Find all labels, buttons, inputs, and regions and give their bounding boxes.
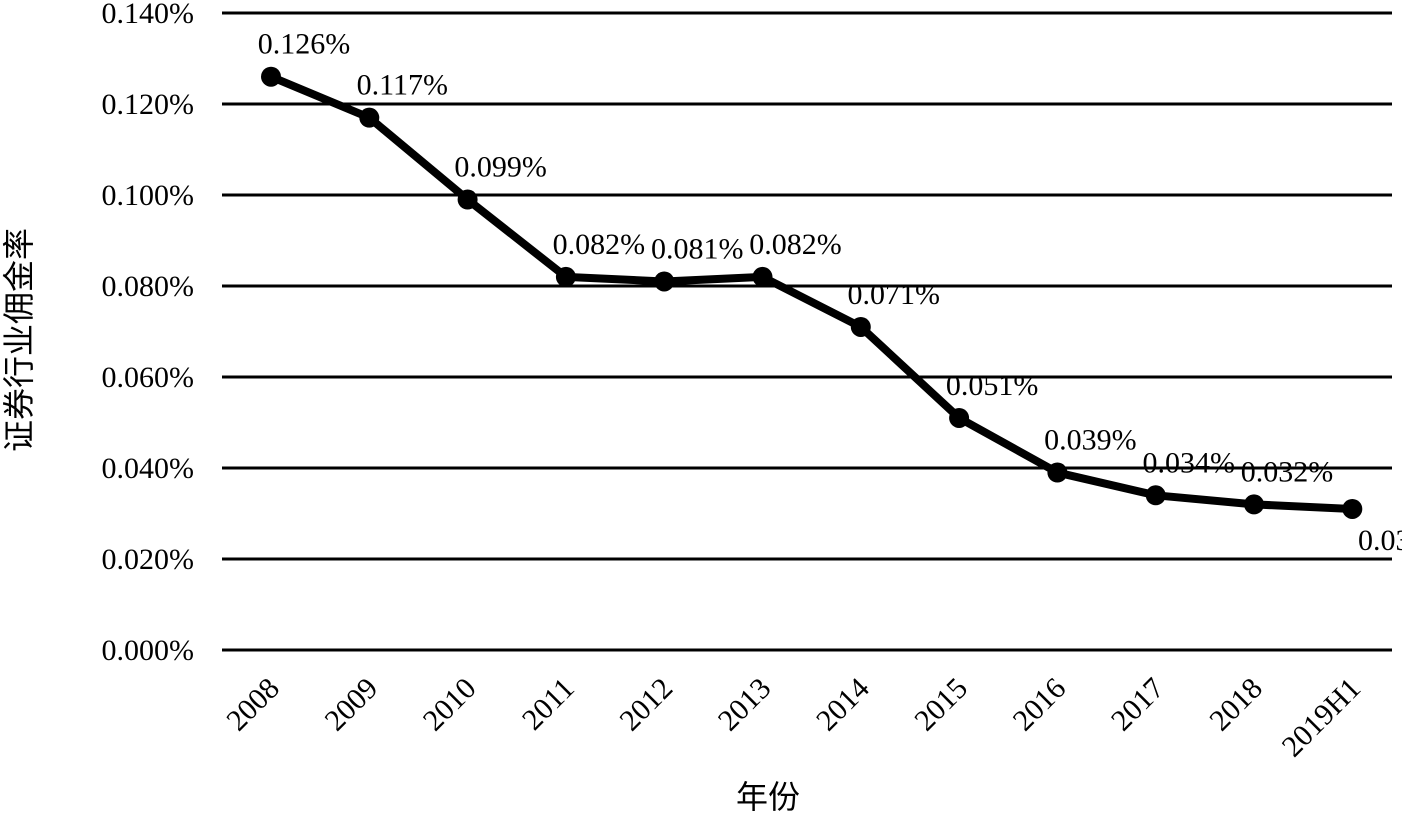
data-label: 0.031% <box>1358 524 1402 557</box>
x-tick-label: 2014 <box>810 672 876 738</box>
x-tick-label: 2017 <box>1105 672 1171 738</box>
y-tick-label: 0.100% <box>102 179 195 212</box>
data-labels: 0.126%0.117%0.099%0.082% 0.081% 0.082%0.07… <box>258 28 1402 557</box>
data-point <box>261 66 281 87</box>
y-axis-ticks: 0.140% 0.120% 0.100% 0.080% 0.060% 0.040% 0.02… <box>102 0 195 667</box>
y-tick-label: 0.060% <box>102 361 195 394</box>
data-label: 0.071% <box>848 278 941 311</box>
data-label: 0.081% <box>651 232 744 265</box>
data-point <box>1145 485 1166 506</box>
data-point <box>850 316 871 337</box>
y-tick-label: 0.040% <box>102 452 195 485</box>
data-point <box>359 107 380 128</box>
x-tick-label: 2008 <box>220 672 286 738</box>
data-point <box>752 266 773 287</box>
data-point <box>654 271 675 292</box>
x-tick-label: 2013 <box>712 672 778 738</box>
x-tick-label: 2016 <box>1007 672 1073 738</box>
data-label: 0.039% <box>1044 424 1137 457</box>
data-label: 0.117% <box>357 69 448 102</box>
series-line <box>267 72 1357 513</box>
data-label: 0.126% <box>258 28 351 61</box>
x-tick-label: 2019H1 <box>1276 672 1368 764</box>
series-group <box>261 66 1363 519</box>
data-point <box>457 189 478 210</box>
y-tick-label: 0.120% <box>102 88 195 121</box>
y-tick-label: 0.020% <box>102 543 195 576</box>
data-point <box>1342 498 1363 519</box>
data-label: 0.032% <box>1241 455 1334 488</box>
x-tick-label: 2012 <box>613 672 679 738</box>
data-label: 0.082% <box>553 228 646 261</box>
data-point <box>1047 462 1068 483</box>
x-tick-label: 2010 <box>417 672 483 738</box>
data-label: 0.099% <box>454 151 547 184</box>
gridlines <box>222 11 1392 652</box>
x-tick-label: 2018 <box>1203 672 1269 738</box>
y-axis-title: 证券行业佣金率 <box>1 228 37 452</box>
data-label: 0.034% <box>1142 446 1235 479</box>
x-tick-label: 2011 <box>516 672 581 737</box>
y-tick-label: 0.080% <box>102 270 195 303</box>
data-point <box>555 266 576 287</box>
x-axis-title: 年份 <box>736 779 800 814</box>
y-tick-label: 0.140% <box>102 0 195 30</box>
x-axis-ticks: 2008 2009 2010 2011 2012 2013 2014 2015 2016 2017… <box>220 672 1367 764</box>
data-point <box>949 407 970 428</box>
data-label: 0.051% <box>946 369 1039 402</box>
x-tick-label: 2009 <box>318 672 384 738</box>
y-tick-label: 0.000% <box>102 634 195 667</box>
data-label: 0.082% <box>749 228 842 261</box>
x-tick-label: 2015 <box>908 672 974 738</box>
data-point <box>1244 494 1264 515</box>
